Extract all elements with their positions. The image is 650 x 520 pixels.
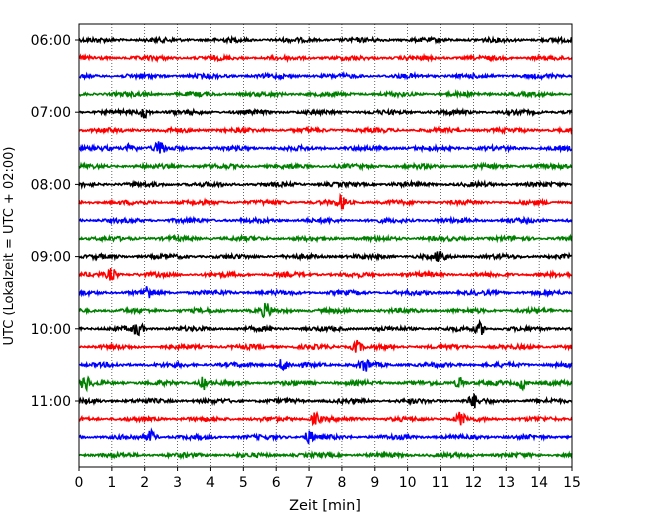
trace-0930: [78, 286, 573, 299]
trace-0900: [78, 251, 573, 263]
x-tick-label: 4: [206, 475, 215, 491]
x-tick-label: 12: [464, 475, 482, 491]
x-tick-label: 2: [140, 475, 149, 491]
trace-1145: [78, 450, 573, 461]
y-tick-label: 08:00: [31, 177, 71, 193]
trace-0630: [78, 70, 573, 82]
traces: [78, 34, 573, 461]
x-tick-label: 14: [530, 475, 548, 491]
x-tick-label: 8: [337, 475, 346, 491]
trace-1030: [78, 358, 573, 372]
x-tick-label: 6: [272, 475, 281, 491]
y-tick-label: 11:00: [31, 394, 71, 410]
trace-0600: [78, 34, 573, 45]
x-tick-label: 5: [239, 475, 248, 491]
trace-1115: [78, 410, 573, 427]
trace-0915: [78, 268, 573, 281]
y-tick-label: 06:00: [31, 33, 71, 49]
y-tick-label: 09:00: [31, 250, 71, 266]
x-tick-label: 3: [173, 475, 182, 491]
x-tick-label: 15: [563, 475, 581, 491]
x-tick-label: 7: [305, 475, 314, 491]
trace-0745: [78, 161, 573, 172]
trace-0800: [78, 179, 573, 190]
x-axis-label: Zeit [min]: [289, 498, 361, 514]
trace-0700: [78, 106, 573, 119]
trace-0730: [78, 141, 573, 154]
trace-1045: [78, 375, 573, 393]
trace-0945: [78, 302, 573, 319]
y-axis-label: UTC (Lokalzeit = UTC + 02:00): [2, 147, 17, 346]
trace-1000: [78, 318, 573, 337]
grid-lines: [111, 24, 540, 467]
trace-0615: [78, 52, 573, 64]
plot-frame: [78, 23, 573, 468]
y-tick-label: 07:00: [31, 105, 71, 121]
trace-0830: [78, 215, 573, 226]
y-axis-ticks: 06:00 07:00 08:00 09:00 10:00 11:00: [31, 33, 79, 410]
trace-1130: [78, 427, 573, 445]
trace-0715: [78, 125, 573, 136]
x-axis-ticks: 0 1 2 3 4 5 6 7 8 9 10 11 12 13 14 15: [75, 467, 581, 491]
trace-0845: [78, 233, 573, 244]
trace-1015: [78, 339, 573, 353]
x-tick-label: 10: [399, 475, 417, 491]
trace-0815: [78, 192, 573, 210]
trace-1100: [78, 393, 573, 409]
x-tick-label: 13: [497, 475, 515, 491]
x-tick-label: 1: [107, 475, 116, 491]
trace-0645: [78, 89, 573, 100]
x-tick-label: 9: [370, 475, 379, 491]
x-tick-label: 0: [75, 475, 84, 491]
x-tick-label: 11: [432, 475, 450, 491]
y-tick-label: 10:00: [31, 322, 71, 338]
